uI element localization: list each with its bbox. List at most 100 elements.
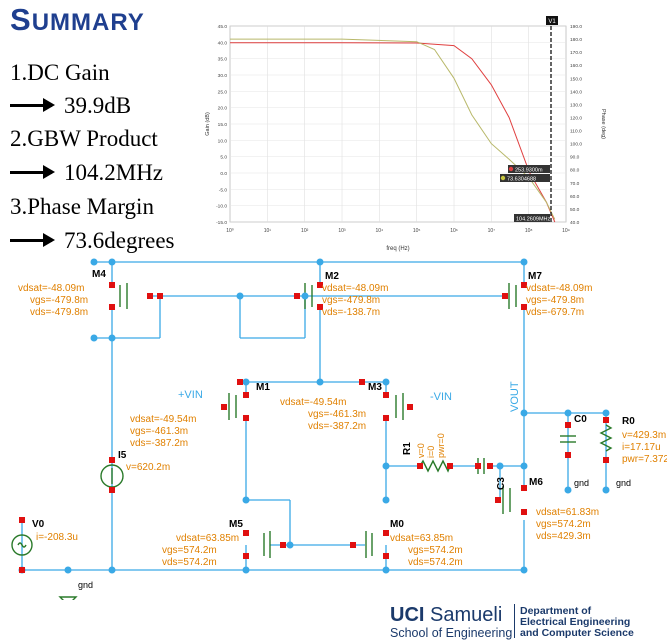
marker-gain-value: 253.9300m [515,168,543,174]
r1-v: v=0 [416,443,426,458]
y-left-axis-label: Gain (dB) [205,112,211,136]
marker-label: V1 [548,19,556,25]
y-right-tick-label: 160.0 [570,63,582,69]
m0-name: M0 [390,519,404,530]
pin-marker [565,422,571,428]
r1-i: i=0 [426,446,436,458]
gnd-label-r0: gnd [616,478,631,488]
r1-name: R1 [402,442,413,455]
junction-dot [382,462,390,470]
junction-dot [242,496,250,504]
junction-dot [496,462,504,470]
m2-vdsat: vdsat=-48.09m [322,283,388,294]
x-tick-label: 10² [301,228,309,234]
junction-dot [382,378,390,386]
pin-marker [19,517,25,523]
m2-name: M2 [325,271,339,282]
pin-marker [565,452,571,458]
pin-marker [383,530,389,536]
pin-marker [359,379,365,385]
summary-phase-margin-label: 3.Phase Margin [10,194,154,219]
m5-name: M5 [229,519,243,530]
pin-marker [521,282,527,288]
y-left-tick-label: -15.0 [216,220,227,226]
y-left-tick-label: 10.0 [218,138,228,144]
gnd-label: gnd [78,580,93,590]
m0-vdsat: vdsat=63.85m [390,533,453,544]
junction-dot [520,462,528,470]
junction-dot [90,334,98,342]
r0-v: v=429.3m [622,430,666,441]
pin-marker [383,553,389,559]
junction-dot [382,566,390,574]
i5-name: I5 [118,450,127,461]
m3-vds: vds=-387.2m [308,421,366,432]
pin-marker [447,463,453,469]
pin-marker [19,567,25,573]
m2-vds: vds=-138.7m [322,307,380,318]
y-right-tick-label: 190.0 [570,24,582,30]
slide-title: SUMMARY [10,2,145,37]
marker-freq-value: 104.2609MHz [516,217,550,223]
pin-marker [317,304,323,310]
m6-vdsat: vdsat=61.83m [536,507,599,518]
department-name: Department of Electrical Engineering and… [520,605,634,639]
y-right-tick-label: 60.0 [570,194,580,200]
pin-marker [109,304,115,310]
pin-marker [487,463,493,469]
pin-marker [521,509,527,515]
junction-dot [90,258,98,266]
m4-vgs: vgs=-479.8m [30,295,88,306]
pin-marker [502,293,508,299]
m3-vdsat: vdsat=-49.54m [280,397,346,408]
v0-value: i=-208.3u [36,532,78,543]
junction-dot [242,566,250,574]
y-left-tick-label: 25.0 [218,89,228,95]
x-tick-label: 10⁶ [450,228,458,234]
summary-phase-margin-value: 73.6degrees [10,228,175,254]
m7-vdsat: vdsat=-48.09m [526,283,592,294]
y-right-tick-label: 40.0 [570,220,580,226]
m5-vds: vds=574.2m [162,557,217,568]
x-tick-label: 10³ [338,228,346,234]
pin-marker [221,404,227,410]
y-right-tick-label: 70.0 [570,181,580,187]
junction-dot [520,566,528,574]
pin-marker [243,553,249,559]
vin-minus-label: -VIN [430,391,452,403]
junction-dot [108,258,116,266]
pin-marker [383,392,389,398]
junction-dot [108,566,116,574]
junction-dot [520,258,528,266]
pin-marker [603,457,609,463]
phase-dot-icon [500,175,506,181]
m1-vgs: vgs=-461.3m [130,426,188,437]
x-tick-label: 10⁴ [375,228,383,234]
y-left-tick-label: 15.0 [218,122,228,128]
marker-flag[interactable] [546,16,558,25]
summary-dc-gain-value: 39.9dB [10,93,131,119]
pin-marker [243,415,249,421]
phase-curve [230,38,556,220]
v0-name: V0 [32,519,45,530]
y-right-tick-label: 180.0 [570,37,582,43]
pin-marker [109,282,115,288]
y-right-tick-label: 120.0 [570,115,582,121]
y-right-tick-label: 50.0 [570,207,580,213]
pin-marker [417,463,423,469]
pin-marker [294,293,300,299]
gain-curve [230,42,556,223]
m0-vds: vds=574.2m [408,557,463,568]
pin-marker [383,415,389,421]
junction-dot [316,258,324,266]
r0-i: i=17.17u [622,442,661,453]
pin-marker [237,379,243,385]
pin-marker [317,282,323,288]
r1-pwr: pwr=0 [436,433,446,458]
x-tick-label: 10⁵ [413,228,421,234]
i5-value: v=620.2m [126,462,170,473]
marker-freq-box [514,214,550,222]
logo-divider [514,604,515,638]
junction-dot [602,409,610,417]
m6-name: M6 [529,477,543,488]
